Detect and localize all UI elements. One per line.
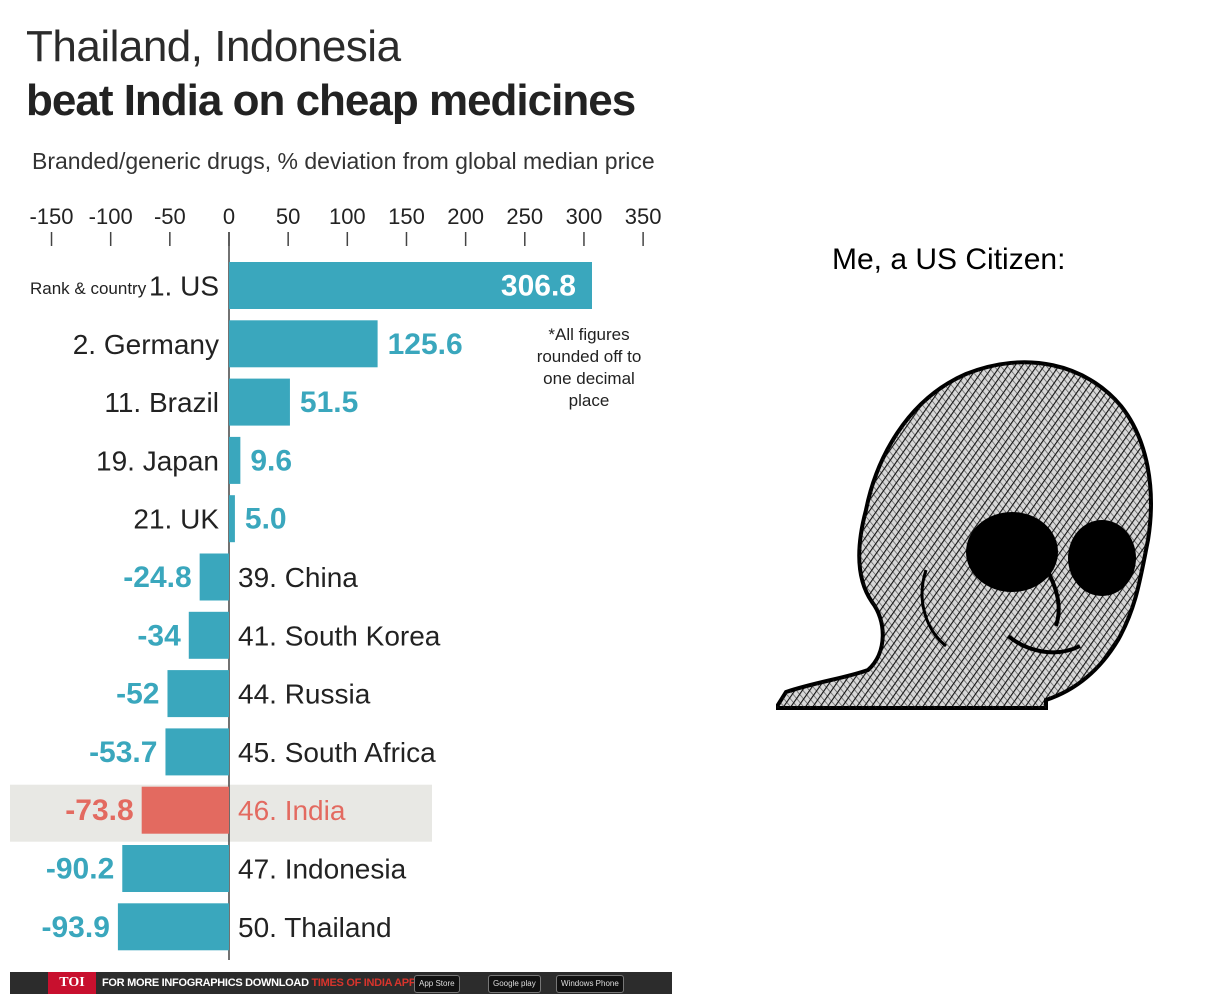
category-label: 41. South Korea [238, 620, 441, 651]
value-label: 9.6 [250, 444, 292, 477]
bar-chart: -150 -100 -50 0 50 100 150 200 250 300 350 Rank & c… [10, 204, 662, 960]
category-label: 45. South Africa [238, 737, 436, 768]
x-tick-label: 300 [566, 204, 603, 229]
chart-title-line1: Thailand, Indonesia [26, 22, 401, 71]
app-store-badge[interactable]: App Store [414, 975, 460, 993]
category-label: 19. Japan [96, 445, 219, 476]
meme-panel: Me, a US Citizen: [690, 0, 1210, 1002]
bar [188, 611, 229, 659]
x-tick-label: 350 [625, 204, 662, 229]
bar [165, 728, 229, 776]
google-play-badge[interactable]: Google play [488, 975, 541, 993]
rank-header: Rank & country [30, 279, 147, 298]
category-label: 39. China [238, 562, 358, 593]
value-label: 306.8 [501, 270, 576, 303]
footnote-line: *All figures [548, 325, 629, 344]
x-tick-label: 50 [276, 204, 300, 229]
x-tick-label: -50 [154, 204, 186, 229]
infographic-panel: Thailand, Indonesia beat India on cheap … [10, 22, 672, 994]
bar [229, 436, 241, 484]
category-label: 21. UK [133, 504, 219, 535]
value-label: 51.5 [300, 386, 358, 419]
x-tick-label: 200 [447, 204, 484, 229]
toi-logo: TOI [48, 972, 96, 994]
value-label: 5.0 [245, 503, 287, 536]
value-label: -24.8 [123, 561, 191, 594]
category-label: 2. Germany [73, 329, 219, 360]
x-tick-label: 250 [506, 204, 543, 229]
bar [229, 378, 290, 426]
footnote-line: one decimal [543, 369, 635, 388]
footer-text: FOR MORE INFOGRAPHICS DOWNLOAD TIMES OF … [102, 972, 416, 994]
x-tick-label: 0 [223, 204, 235, 229]
footer-text-main: FOR MORE INFOGRAPHICS DOWNLOAD [102, 977, 312, 989]
x-tick-label: 100 [329, 204, 366, 229]
value-label: -52 [116, 678, 159, 711]
bar [167, 670, 229, 718]
x-tick-label: -100 [89, 204, 133, 229]
wojak-face-icon [776, 360, 1153, 710]
value-label: -34 [137, 619, 181, 652]
chart-title-line2: beat India on cheap medicines [26, 76, 636, 125]
footer-bar: TOI FOR MORE INFOGRAPHICS DOWNLOAD TIMES… [10, 972, 672, 994]
bar [122, 845, 229, 892]
bar [229, 495, 235, 543]
category-label: 46. India [238, 795, 346, 826]
value-label: 125.6 [388, 328, 463, 361]
bar [229, 262, 592, 309]
bar [117, 903, 229, 951]
bar [199, 553, 229, 601]
bar [229, 320, 378, 368]
value-label: -73.8 [65, 794, 133, 827]
windows-phone-badge[interactable]: Windows Phone [556, 975, 624, 993]
footnote-line: rounded off to [537, 347, 642, 366]
category-label: 50. Thailand [238, 912, 392, 943]
footer-text-accent: TIMES OF INDIA APP [311, 977, 416, 989]
bar [141, 786, 229, 834]
x-tick-label: 150 [388, 204, 425, 229]
value-label: -93.9 [42, 911, 110, 944]
value-label: -53.7 [89, 736, 157, 769]
category-label: 47. Indonesia [238, 854, 407, 885]
value-label: -90.2 [46, 853, 114, 886]
chart-subtitle: Branded/generic drugs, % deviation from … [32, 148, 655, 174]
meme-caption: Me, a US Citizen: [832, 243, 1066, 276]
category-label: 11. Brazil [104, 387, 219, 418]
x-tick-label: -150 [29, 204, 73, 229]
category-label: 44. Russia [238, 679, 371, 710]
category-label: 1. US [149, 271, 219, 302]
footnote-line: place [569, 391, 610, 410]
